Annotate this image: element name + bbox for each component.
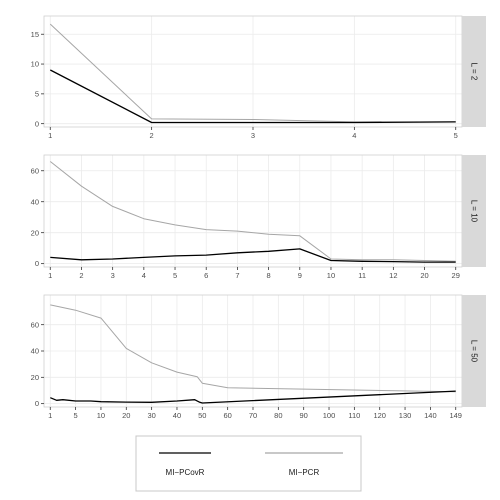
x-tick-label: 80	[274, 411, 282, 420]
x-tick-label: 12	[389, 271, 397, 280]
legend-label-mi-pcovr: MI−PCovR	[166, 468, 205, 477]
x-tick-label: 10	[327, 271, 335, 280]
y-tick-label: 60	[31, 320, 39, 329]
y-tick-label: 0	[35, 399, 39, 408]
x-tick-label: 6	[204, 271, 208, 280]
x-tick-label: 5	[74, 411, 78, 420]
x-tick-label: 90	[300, 411, 308, 420]
x-tick-label: 100	[323, 411, 336, 420]
series-line-mi-pcr	[50, 304, 456, 393]
series-line-mi-pcovr	[50, 248, 456, 263]
x-tick-label: 2	[150, 131, 154, 140]
legend-label-mi-pcr: MI−PCR	[289, 468, 320, 477]
x-tick-label: 30	[147, 411, 155, 420]
x-tick-label: 9	[298, 271, 302, 280]
x-tick-label: 4	[142, 271, 146, 280]
y-tick-label: 60	[31, 166, 39, 175]
x-tick-label: 110	[348, 411, 360, 420]
x-tick-label: 8	[267, 271, 271, 280]
y-tick-label: 0	[35, 259, 39, 268]
x-tick-label: 1	[48, 131, 52, 140]
y-tick-label: 20	[31, 228, 39, 237]
x-tick-label: 29	[452, 271, 460, 280]
legend: MI−PCovR MI−PCR	[135, 435, 362, 492]
y-tick-label: 15	[31, 30, 39, 39]
x-tick-label: 7	[235, 271, 239, 280]
panel-l-2: L = 2 0 5 10 15 1 2 3 4 5	[31, 15, 486, 140]
x-tick-label: 11	[358, 271, 366, 280]
x-tick-label: 3	[111, 271, 115, 280]
x-tick-label: 4	[352, 131, 356, 140]
series-line-mi-pcr	[49, 161, 456, 262]
x-tick-label: 140	[424, 411, 437, 420]
x-tick-label: 5	[454, 131, 458, 140]
x-tick-label: 70	[249, 411, 257, 420]
y-tick-label: 20	[31, 373, 39, 382]
x-tick-label: 5	[173, 271, 177, 280]
y-tick-label: 5	[35, 89, 39, 98]
x-tick-label: 130	[399, 411, 412, 420]
x-tick-label: 50	[198, 411, 206, 420]
x-tick-label: 20	[122, 411, 130, 420]
x-tick-label: 120	[373, 411, 386, 420]
legend-box	[135, 435, 362, 492]
series-line-mi-pcovr	[50, 390, 456, 404]
x-tick-label: 20	[420, 271, 428, 280]
x-tick-label: 10	[97, 411, 105, 420]
series-line-mi-pcovr	[50, 69, 456, 124]
facet-strip-label: L = 50	[470, 340, 479, 363]
facet-strip-label: L = 2	[470, 63, 479, 81]
facet-strip-label: L = 10	[470, 200, 479, 223]
x-tick-label: 2	[79, 271, 83, 280]
y-tick-label: 40	[31, 347, 39, 356]
y-tick-label: 0	[35, 119, 39, 128]
facet-strip	[462, 16, 486, 127]
y-tick-label: 40	[31, 197, 39, 206]
panel-l-50: L = 50 0 20 40 60 1 5 10 20 30 40 50 60 70 80 90 100 110 1…	[31, 294, 486, 420]
facet-strip	[462, 295, 486, 407]
x-tick-label: 149	[449, 411, 462, 420]
facet-strip	[462, 155, 486, 267]
x-tick-label: 3	[251, 131, 255, 140]
panel-background	[44, 155, 462, 267]
x-tick-label: 60	[223, 411, 231, 420]
x-tick-label: 1	[48, 411, 52, 420]
y-tick-label: 10	[31, 60, 39, 69]
x-tick-label: 1	[48, 271, 52, 280]
x-tick-label: 40	[173, 411, 181, 420]
